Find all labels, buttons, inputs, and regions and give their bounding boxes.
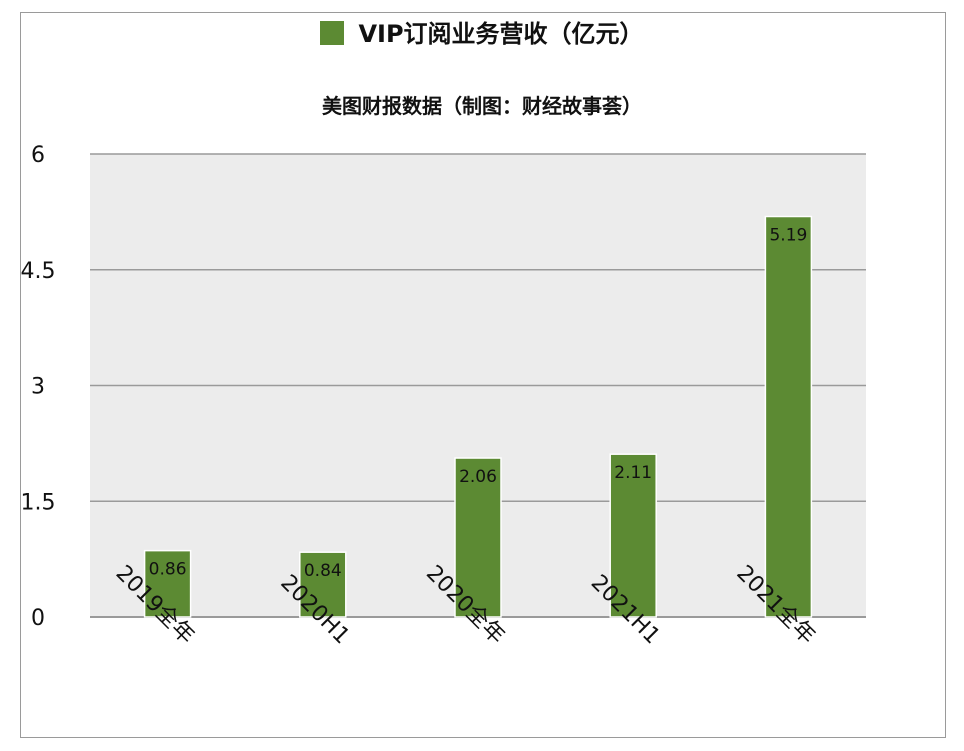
bar xyxy=(143,549,192,618)
bar-value-label: 2.06 xyxy=(459,467,497,487)
y-tick-label: 3 xyxy=(31,375,45,400)
bar-value-label: 0.86 xyxy=(149,560,187,580)
y-axis-ticks: 0 1.5 3 4.5 6 xyxy=(21,143,56,631)
y-tick-label: 0 xyxy=(31,606,45,631)
bar-value-label: 2.11 xyxy=(614,463,652,483)
bars xyxy=(143,215,813,618)
data-labels: 0.86 0.84 2.06 2.11 5.19 xyxy=(149,226,808,582)
bar xyxy=(454,457,502,618)
y-tick-label: 4.5 xyxy=(21,259,56,284)
bar xyxy=(764,215,813,618)
legend-label: VIP订阅业务营收（亿元） xyxy=(358,20,644,48)
bar xyxy=(609,453,657,618)
bar-value-label: 5.19 xyxy=(769,226,807,246)
y-tick-label: 6 xyxy=(31,143,45,168)
chart-subtitle: 美图财报数据（制图：财经故事荟） xyxy=(322,94,642,118)
y-tick-label: 1.5 xyxy=(21,490,56,515)
bar xyxy=(299,551,347,618)
bar-value-label: 0.84 xyxy=(304,561,342,581)
legend: VIP订阅业务营收（亿元） xyxy=(0,14,964,49)
legend-swatch xyxy=(320,21,345,45)
